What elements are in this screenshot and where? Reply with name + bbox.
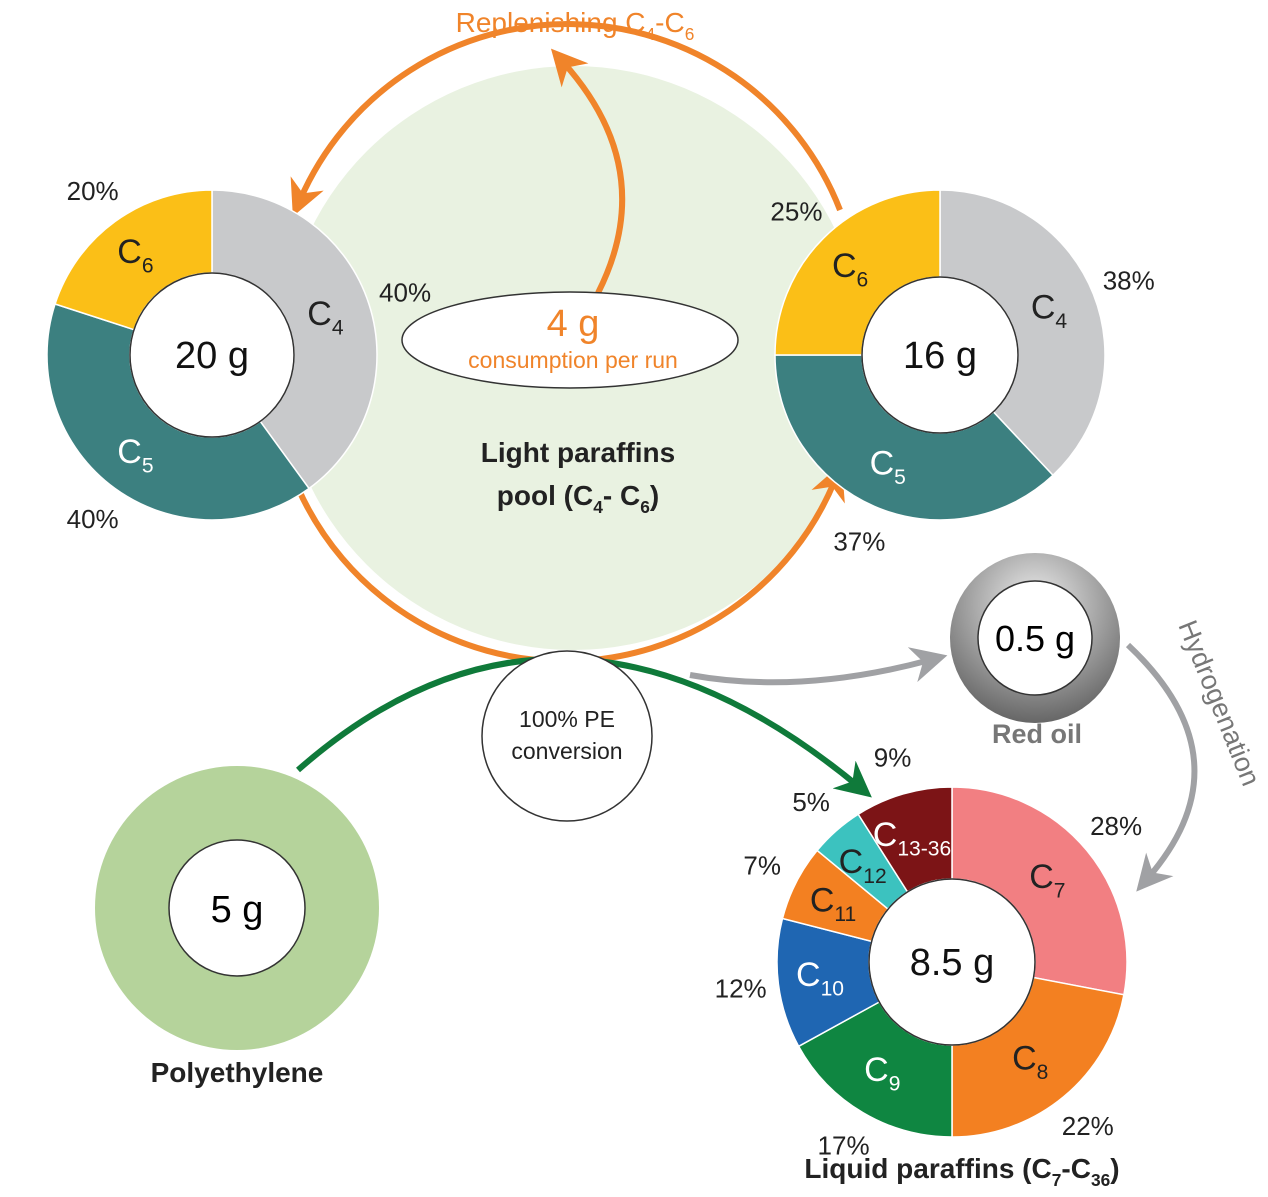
conversion-line1: 100% PE [519,706,615,732]
segment-percent: 40% [379,277,431,307]
segment-percent: 28% [1090,811,1142,841]
segment-percent: 20% [67,176,119,206]
segment-label: C8 [1012,1039,1048,1084]
segment-label-part: C [810,881,835,919]
segment-label: C6 [117,233,153,278]
segment-percent: 9% [874,742,912,772]
segment-label-part: 4 [332,316,344,339]
red-oil-label: Red oil [992,719,1082,749]
segment-label: C4 [307,295,344,340]
replenish-label: Replenishing C4-C6 [456,7,695,44]
replenish-label-part: Replenishing C [456,7,646,38]
segment-label-part: 5 [142,454,154,477]
segment-percent: 12% [715,974,767,1004]
orange-arrow-up [550,48,626,295]
conversion-circle [481,650,653,822]
segment-label-part: C [1031,288,1056,326]
liquid-label-part: Liquid paraffins (C [804,1153,1051,1184]
polyethylene-hole [168,839,306,977]
donut-hole [868,878,1036,1046]
polyethylene-label: Polyethylene [151,1057,324,1088]
segment-label: C13-36 [873,816,951,861]
donut-hole [861,276,1019,434]
segment-percent: 25% [770,196,822,226]
orange-arrow-top [290,21,843,217]
replenish-label-part: 6 [685,24,695,44]
pool-label-line2-part: 6 [640,497,650,517]
segment-percent: 17% [818,1130,870,1160]
segment-label-part: 8 [1037,1061,1049,1084]
segment-label: C7 [1029,858,1065,903]
segment-label: C9 [864,1051,900,1096]
segment-label: C4 [1031,288,1068,333]
segment-label-part: C [839,843,864,881]
segment-label-part: C [864,1051,889,1089]
segment-label: C12 [839,843,887,888]
segment-percent: 40% [67,504,119,534]
segment-label-part: C [832,247,857,285]
segment-label-part: 6 [857,269,869,292]
segment-label-part: 6 [142,255,154,278]
pool-label-line2-part: 4 [593,497,603,517]
red-oil-hole [977,580,1093,696]
segment-label-part: C [873,816,898,854]
donut-center: 16 g [903,335,977,377]
segment-percent: 38% [1103,265,1155,295]
segment-label-part: 7 [1054,879,1066,902]
segment-label-part: 5 [894,466,906,489]
consumption-ellipse [401,291,739,389]
hydrogenation-label: Hydrogenation [1172,616,1266,790]
segment-label-part: 9 [889,1073,901,1096]
segment-label-part: 10 [821,978,844,1001]
segment-label-part: C [307,295,332,333]
segment-label: C6 [832,247,868,292]
segment-label-part: 13-36 [897,838,951,861]
segment-label: C5 [117,433,153,478]
pool-label-line2-part: ) [650,480,659,511]
segment-label-part: C [117,233,142,271]
segment-label: C10 [796,956,844,1001]
pool-label: Light paraffins [481,437,675,468]
liquid-label-part: 36 [1091,1170,1111,1190]
red-oil-amount: 0.5 g [995,618,1075,659]
segment-percent: 37% [833,526,885,556]
segment-label-part: 12 [863,865,886,888]
liquid-label-part: 7 [1052,1170,1062,1190]
pool-label-line2-part: pool (C [497,480,593,511]
donut-center: 8.5 g [910,942,995,984]
polyethylene-amount: 5 g [211,889,264,931]
liquid-label: Liquid paraffins (C7-C36) [804,1153,1119,1190]
segment-percent: 7% [743,850,781,880]
segment-label-part: C [870,445,895,483]
liquid-label-part: ) [1110,1153,1119,1184]
segment-label-part: 4 [1055,310,1067,333]
donut-hole [129,272,295,438]
segment-label-part: C [1029,858,1054,896]
replenish-label-part: 4 [646,24,656,44]
pool-label-line2: pool (C4- C6) [497,480,659,517]
pool-label-line2-part: - C [603,480,640,511]
segment-percent: 5% [792,787,830,817]
segment-label: C11 [810,881,856,926]
segment-percent: 22% [1062,1111,1114,1141]
consumption-label: consumption per run [468,347,678,373]
segment-label-part: C [117,433,142,471]
replenish-label-part: -C [655,7,685,38]
segment-label-part: C [1012,1039,1037,1077]
segment-label: C5 [870,445,906,490]
gray-arrow [689,647,948,686]
conversion-line2: conversion [511,738,622,764]
segment-label-part: 11 [834,903,856,926]
segment-label-part: C [796,956,821,994]
consumption-amount: 4 g [547,303,600,345]
liquid-label-part: -C [1061,1153,1091,1184]
donut-center: 20 g [175,335,249,377]
hydrogenation-arrow [1125,642,1198,892]
